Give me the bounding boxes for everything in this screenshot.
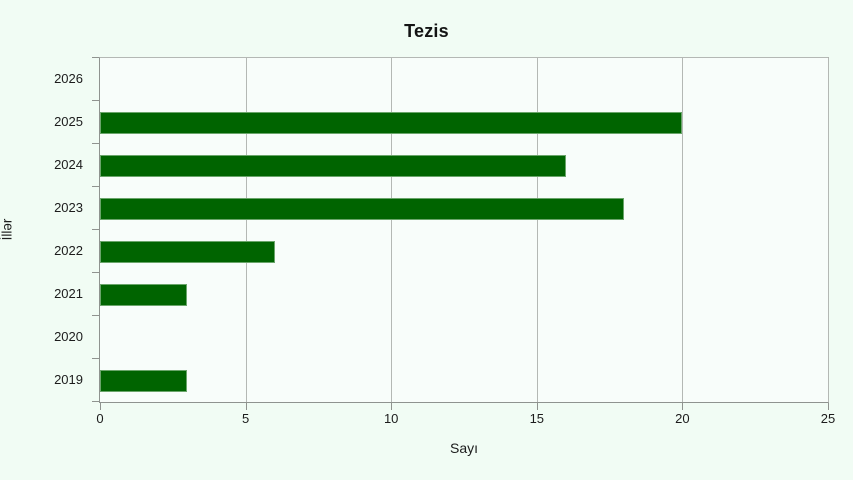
bar-2022 <box>100 240 275 263</box>
x-axis-ticks <box>99 403 829 410</box>
y-tick <box>92 100 99 101</box>
gridline-25 <box>828 58 829 402</box>
x-tick-10 <box>391 403 393 410</box>
x-tick-0 <box>100 403 101 410</box>
x-tick-label-5: 5 <box>241 411 250 426</box>
bar-row-2026 <box>100 58 828 101</box>
x-tick-label-10: 10 <box>383 411 399 426</box>
y-tick <box>92 143 99 144</box>
x-tick-20 <box>682 403 684 410</box>
bar-2024 <box>100 154 566 177</box>
bar-row-2025 <box>100 101 828 144</box>
x-axis-title: Sayı <box>449 440 478 456</box>
y-tick <box>92 186 99 187</box>
y-tick <box>92 57 99 58</box>
bar-row-2022 <box>100 230 828 273</box>
y-label-2024: 2024 <box>54 157 83 172</box>
bar-row-2020 <box>100 316 828 359</box>
bar-row-2023 <box>100 187 828 230</box>
y-tick <box>92 229 99 230</box>
y-label-2021: 2021 <box>54 286 83 301</box>
plot-area <box>99 57 829 403</box>
y-tick <box>92 272 99 273</box>
bar-2021 <box>100 283 188 306</box>
bar-2023 <box>100 197 625 220</box>
gridline-15 <box>536 58 538 402</box>
y-label-2025: 2025 <box>54 114 83 129</box>
x-tick-label-15: 15 <box>529 411 545 426</box>
x-tick-label-20: 20 <box>675 411 690 426</box>
x-tick-label-0: 0 <box>96 411 104 426</box>
y-tick <box>92 358 99 359</box>
x-tick-5 <box>245 403 247 410</box>
bar-row-2021 <box>100 273 828 316</box>
y-label-2022: 2022 <box>54 243 83 258</box>
y-label-2023: 2023 <box>54 200 83 215</box>
bar-2019 <box>100 369 188 392</box>
y-label-2019: 2019 <box>54 372 83 387</box>
x-tick-label-25: 25 <box>820 411 836 426</box>
bar-row-2024 <box>100 144 828 187</box>
bar-row-2019 <box>100 359 828 402</box>
y-tick <box>92 315 99 316</box>
gridline-20 <box>682 58 684 402</box>
y-axis-ticks <box>92 57 99 403</box>
x-axis-labels: 0 5 10 15 20 25 <box>96 411 835 427</box>
bar-2025 <box>100 111 683 134</box>
x-tick-25 <box>828 403 829 410</box>
chart-title: Tezis <box>404 21 449 41</box>
y-axis-labels: 2026 2025 2024 2023 2022 2021 2020 2019 <box>0 57 91 403</box>
gridline-10 <box>391 58 393 402</box>
y-tick <box>92 401 99 402</box>
gridline-5 <box>245 58 247 402</box>
y-label-2020: 2020 <box>54 329 83 344</box>
y-label-2026: 2026 <box>54 71 83 86</box>
x-tick-15 <box>536 403 538 410</box>
